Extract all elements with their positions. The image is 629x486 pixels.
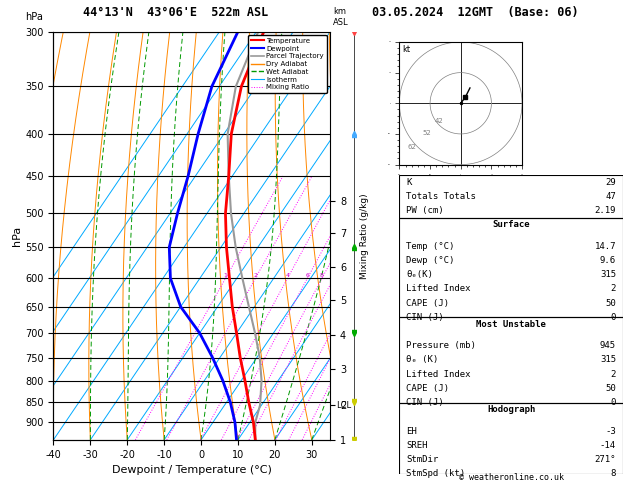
Text: © weatheronline.co.uk: © weatheronline.co.uk [459,473,564,482]
Text: 2.19: 2.19 [594,206,616,215]
Text: EH: EH [406,427,417,435]
X-axis label: Dewpoint / Temperature (°C): Dewpoint / Temperature (°C) [112,465,272,475]
Text: CIN (J): CIN (J) [406,398,443,407]
Text: Mixing Ratio (g/kg): Mixing Ratio (g/kg) [360,193,369,278]
Text: 315: 315 [600,355,616,364]
Bar [399,317,623,403]
Text: -3: -3 [605,427,616,435]
Text: Surface: Surface [493,220,530,229]
Text: 4: 4 [286,273,289,278]
Text: 42: 42 [435,118,443,124]
Text: 62: 62 [407,144,416,150]
Text: Totals Totals: Totals Totals [406,192,476,201]
Text: Lifted Index: Lifted Index [406,370,470,379]
Text: 0: 0 [611,313,616,322]
Bar [399,403,623,474]
Bar [399,175,623,218]
Text: Temp (°C): Temp (°C) [406,242,455,251]
Text: 271°: 271° [594,455,616,464]
Text: 14.7: 14.7 [594,242,616,251]
Text: Pressure (mb): Pressure (mb) [406,341,476,350]
Text: StmSpd (kt): StmSpd (kt) [406,469,465,478]
Text: hPa: hPa [25,12,43,22]
Text: LCL: LCL [336,400,351,410]
Text: θₑ (K): θₑ (K) [406,355,438,364]
Text: K: K [406,177,411,187]
Text: SREH: SREH [406,441,428,450]
Text: Hodograph: Hodograph [487,405,535,414]
Text: Lifted Index: Lifted Index [406,284,470,294]
Text: 1: 1 [224,273,228,278]
Text: θₑ(K): θₑ(K) [406,270,433,279]
Text: kt: kt [403,45,411,54]
Text: 315: 315 [600,270,616,279]
Bar [399,218,623,317]
Text: 8: 8 [611,469,616,478]
Text: 2: 2 [611,284,616,294]
Text: CAPE (J): CAPE (J) [406,298,449,308]
Text: 29: 29 [605,177,616,187]
Text: 2: 2 [611,370,616,379]
Text: StmDir: StmDir [406,455,438,464]
Y-axis label: hPa: hPa [13,226,23,246]
Text: CIN (J): CIN (J) [406,313,443,322]
Text: 8: 8 [320,273,324,278]
Text: 50: 50 [605,384,616,393]
Text: 10: 10 [330,273,338,278]
Text: PW (cm): PW (cm) [406,206,443,215]
Text: 6: 6 [306,273,309,278]
Text: 2: 2 [253,273,257,278]
Text: 9.6: 9.6 [600,256,616,265]
Text: 50: 50 [605,298,616,308]
Text: 44°13'N  43°06'E  522m ASL: 44°13'N 43°06'E 522m ASL [84,6,269,19]
Text: Dewp (°C): Dewp (°C) [406,256,455,265]
Legend: Temperature, Dewpoint, Parcel Trajectory, Dry Adiabat, Wet Adiabat, Isotherm, Mi: Temperature, Dewpoint, Parcel Trajectory… [248,35,326,93]
Text: km
ASL: km ASL [333,7,349,27]
Text: -14: -14 [600,441,616,450]
Text: 03.05.2024  12GMT  (Base: 06): 03.05.2024 12GMT (Base: 06) [372,6,578,19]
Text: CAPE (J): CAPE (J) [406,384,449,393]
Text: 52: 52 [423,130,431,137]
Text: 945: 945 [600,341,616,350]
Text: 0: 0 [611,398,616,407]
Text: Most Unstable: Most Unstable [476,320,546,329]
Text: 47: 47 [605,192,616,201]
